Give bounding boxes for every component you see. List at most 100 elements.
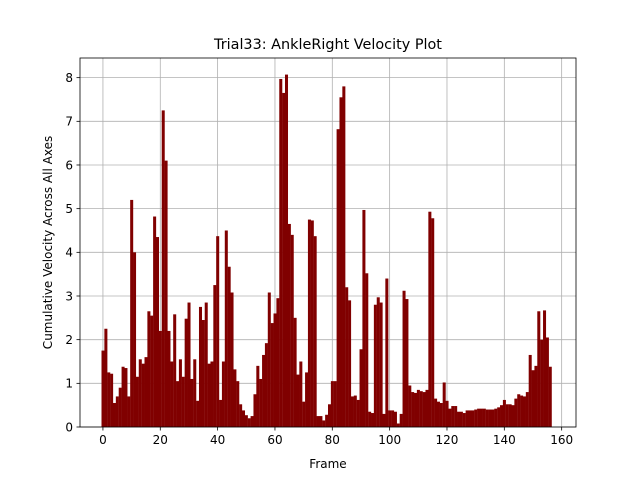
bar bbox=[350, 396, 354, 427]
bar bbox=[307, 219, 311, 427]
bar bbox=[525, 392, 529, 427]
x-tick-label: 60 bbox=[267, 433, 282, 447]
bar bbox=[376, 297, 380, 427]
bar bbox=[193, 359, 197, 427]
bar bbox=[402, 290, 406, 427]
bar bbox=[339, 97, 343, 428]
bar bbox=[256, 365, 260, 427]
bar bbox=[425, 389, 429, 427]
bar bbox=[221, 361, 225, 427]
bar bbox=[434, 398, 438, 427]
bar bbox=[517, 394, 521, 427]
bar bbox=[379, 302, 383, 427]
bar bbox=[371, 413, 375, 427]
bar bbox=[345, 287, 349, 427]
bar bbox=[457, 411, 461, 427]
bar bbox=[213, 285, 217, 427]
bar bbox=[491, 409, 495, 427]
bar bbox=[348, 300, 352, 427]
bar bbox=[164, 160, 168, 427]
axis-ticks: 0 20 40 60 80 100 120 140 160 0 1 2 3 4 5 6 7 8 bbox=[65, 71, 573, 447]
bar bbox=[468, 410, 472, 427]
y-tick-label: 3 bbox=[65, 289, 73, 303]
bar bbox=[178, 359, 182, 427]
x-tick-label: 80 bbox=[325, 433, 340, 447]
bar bbox=[540, 339, 544, 427]
bar bbox=[382, 413, 386, 427]
bar bbox=[531, 370, 535, 427]
bar bbox=[247, 418, 251, 427]
bar bbox=[264, 343, 268, 427]
bar bbox=[196, 400, 200, 427]
x-tick-label: 140 bbox=[493, 433, 516, 447]
bar bbox=[236, 381, 240, 427]
bar bbox=[170, 361, 174, 427]
bar bbox=[133, 252, 137, 427]
bar bbox=[161, 110, 165, 428]
x-axis-label: Frame bbox=[309, 457, 346, 471]
bar bbox=[319, 416, 323, 427]
bar bbox=[325, 414, 329, 427]
bar bbox=[224, 230, 228, 427]
bar bbox=[459, 411, 463, 427]
bar bbox=[181, 376, 185, 427]
bar bbox=[244, 415, 248, 427]
bar bbox=[373, 304, 377, 427]
bar bbox=[155, 237, 159, 427]
bar bbox=[118, 387, 122, 427]
bar bbox=[353, 395, 357, 427]
bar bbox=[336, 129, 340, 427]
bar bbox=[276, 298, 280, 427]
bar bbox=[262, 354, 266, 427]
bar bbox=[153, 216, 157, 427]
bar bbox=[408, 385, 412, 427]
y-tick-label: 0 bbox=[65, 420, 73, 434]
bar bbox=[514, 398, 518, 427]
bar bbox=[101, 350, 105, 427]
bar bbox=[305, 372, 309, 427]
bar bbox=[428, 211, 432, 427]
bar bbox=[216, 236, 220, 427]
bar bbox=[147, 311, 151, 427]
bar bbox=[127, 396, 131, 427]
x-tick-label: 20 bbox=[153, 433, 168, 447]
bar bbox=[465, 410, 469, 427]
bar bbox=[279, 78, 283, 428]
bar bbox=[448, 408, 452, 427]
bar bbox=[184, 318, 188, 427]
bar bbox=[454, 406, 458, 427]
bar bbox=[115, 396, 119, 427]
x-tick-label: 0 bbox=[99, 433, 107, 447]
bar bbox=[488, 409, 492, 427]
bar bbox=[112, 402, 116, 427]
bar bbox=[230, 292, 234, 427]
y-tick-label: 4 bbox=[65, 246, 73, 260]
bar bbox=[439, 402, 443, 427]
bar bbox=[259, 378, 263, 427]
bar bbox=[282, 92, 286, 428]
y-tick-label: 6 bbox=[65, 158, 73, 172]
bar bbox=[497, 407, 501, 427]
bar bbox=[342, 86, 346, 427]
bars bbox=[101, 74, 552, 428]
y-tick-label: 1 bbox=[65, 377, 73, 391]
bar bbox=[107, 372, 111, 427]
bar bbox=[411, 392, 415, 427]
bar bbox=[422, 392, 426, 427]
bar bbox=[414, 392, 418, 427]
bar bbox=[520, 395, 524, 427]
y-tick-label: 7 bbox=[65, 115, 73, 129]
bar bbox=[302, 401, 306, 427]
y-tick-label: 8 bbox=[65, 71, 73, 85]
bar bbox=[253, 394, 257, 427]
bar bbox=[198, 306, 202, 427]
bar bbox=[299, 361, 303, 427]
bar bbox=[284, 74, 289, 427]
bar bbox=[462, 413, 466, 427]
bar bbox=[110, 373, 114, 427]
bar bbox=[138, 359, 142, 427]
bar bbox=[471, 410, 475, 427]
bar bbox=[144, 357, 148, 427]
bar bbox=[141, 363, 145, 427]
